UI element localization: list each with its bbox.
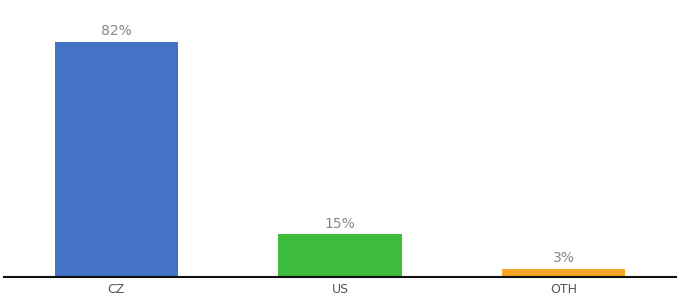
Text: 3%: 3% xyxy=(553,251,575,265)
Bar xyxy=(278,234,402,277)
Text: 15%: 15% xyxy=(324,217,356,231)
Bar xyxy=(54,41,177,277)
Bar xyxy=(503,269,626,277)
Text: 82%: 82% xyxy=(101,24,131,38)
